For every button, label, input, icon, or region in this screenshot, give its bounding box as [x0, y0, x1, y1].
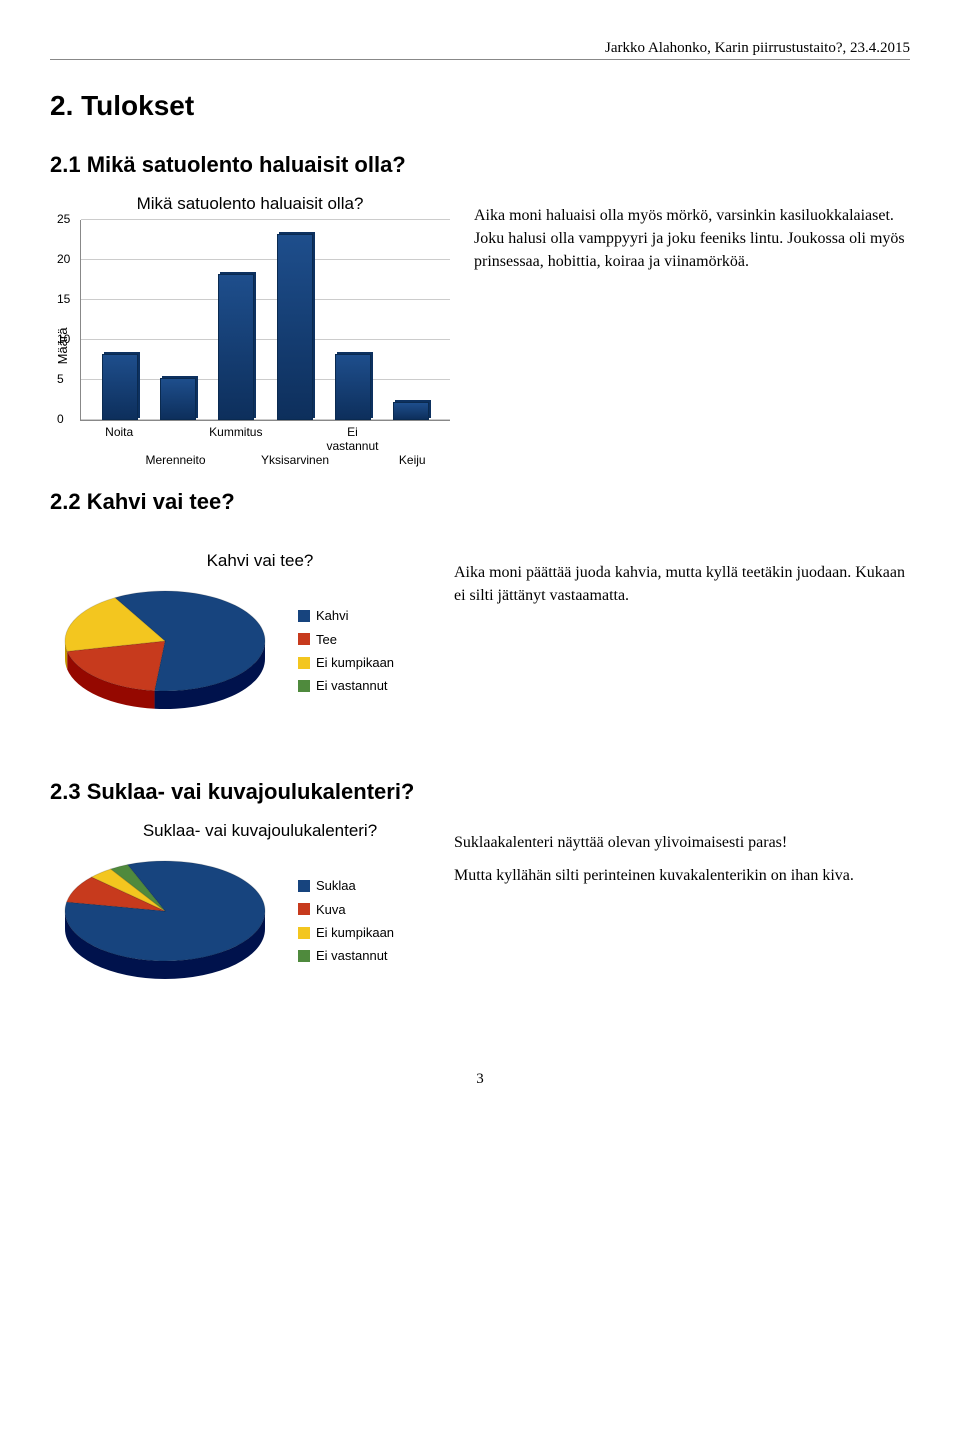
pie-chart-2-svg	[50, 851, 280, 991]
legend-item: Tee	[298, 628, 394, 651]
pie-chart-1-legend: KahviTeeEi kumpikaanEi vastannut	[298, 604, 394, 698]
legend-item: Kuva	[298, 898, 394, 921]
pie-chart-1-svg	[50, 581, 280, 721]
bar-chart-plot: 0510152025	[80, 220, 450, 421]
section2-text: Aika moni päättää juoda kahvia, mutta ky…	[454, 551, 910, 617]
pie-chart-2: Suklaa- vai kuvajoulukalenteri? SuklaaKu…	[50, 821, 430, 991]
h1-title: 2. Tulokset	[50, 90, 910, 122]
section3-heading: 2.3 Suklaa- vai kuvajoulukalenteri?	[50, 779, 910, 805]
legend-item: Ei vastannut	[298, 944, 394, 967]
pie-chart-2-legend: SuklaaKuvaEi kumpikaanEi vastannut	[298, 874, 394, 968]
legend-item: Suklaa	[298, 874, 394, 897]
bar-chart-title: Mikä satuolento haluaisit olla?	[50, 194, 450, 214]
pie-chart-2-title: Suklaa- vai kuvajoulukalenteri?	[50, 821, 430, 841]
bar-chart: Mikä satuolento haluaisit olla? Määrä 05…	[50, 194, 450, 471]
section1-heading: 2.1 Mikä satuolento haluaisit olla?	[50, 152, 910, 178]
legend-item: Ei kumpikaan	[298, 921, 394, 944]
legend-item: Ei vastannut	[298, 674, 394, 697]
pie-chart-1-title: Kahvi vai tee?	[50, 551, 430, 571]
bar-chart-xlabels: NoitaKummitusEi vastannutMerenneitoYksis…	[80, 425, 450, 471]
section3-text: Suklaakalenteri näyttää olevan ylivoimai…	[454, 821, 910, 897]
section1-text: Aika moni haluaisi olla myös mörkö, vars…	[474, 194, 910, 284]
pie-chart-1: Kahvi vai tee? KahviTeeEi kumpikaanEi va…	[50, 551, 430, 721]
legend-item: Kahvi	[298, 604, 394, 627]
page-header: Jarkko Alahonko, Karin piirrustustaito?,…	[50, 40, 910, 60]
legend-item: Ei kumpikaan	[298, 651, 394, 674]
page-number: 3	[50, 1071, 910, 1088]
section2-heading: 2.2 Kahvi vai tee?	[50, 489, 910, 515]
